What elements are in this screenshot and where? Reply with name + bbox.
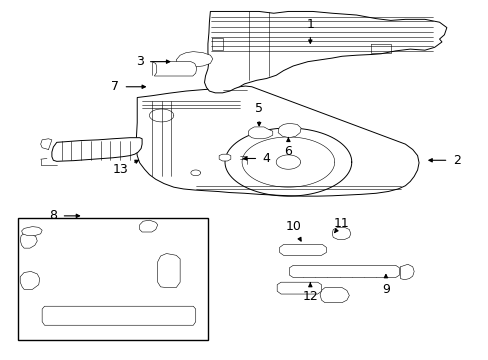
Polygon shape bbox=[279, 244, 326, 255]
Text: 5: 5 bbox=[255, 102, 263, 126]
Text: 6: 6 bbox=[284, 138, 292, 158]
Text: 3: 3 bbox=[136, 55, 169, 68]
Text: 9: 9 bbox=[381, 274, 389, 296]
Text: 10: 10 bbox=[285, 220, 301, 241]
Polygon shape bbox=[20, 233, 37, 248]
Polygon shape bbox=[277, 282, 321, 294]
Text: 7: 7 bbox=[111, 80, 145, 93]
Polygon shape bbox=[320, 288, 348, 303]
Text: 11: 11 bbox=[333, 216, 349, 233]
Bar bbox=[18, 218, 207, 339]
Polygon shape bbox=[158, 253, 180, 288]
Polygon shape bbox=[248, 127, 272, 139]
Polygon shape bbox=[176, 51, 212, 67]
Text: 12: 12 bbox=[302, 283, 318, 303]
Polygon shape bbox=[136, 86, 418, 196]
Polygon shape bbox=[42, 306, 195, 325]
Text: 1: 1 bbox=[306, 18, 314, 43]
Polygon shape bbox=[52, 138, 142, 161]
Text: 4: 4 bbox=[243, 152, 270, 165]
Polygon shape bbox=[20, 271, 40, 289]
Text: 8: 8 bbox=[49, 210, 80, 222]
Polygon shape bbox=[204, 12, 446, 93]
Text: 2: 2 bbox=[428, 154, 460, 167]
Polygon shape bbox=[219, 154, 230, 161]
Polygon shape bbox=[278, 123, 301, 138]
Polygon shape bbox=[21, 226, 42, 235]
Text: 13: 13 bbox=[112, 160, 138, 176]
Polygon shape bbox=[140, 220, 158, 232]
Polygon shape bbox=[152, 62, 196, 76]
Polygon shape bbox=[289, 265, 399, 278]
Polygon shape bbox=[331, 227, 350, 239]
